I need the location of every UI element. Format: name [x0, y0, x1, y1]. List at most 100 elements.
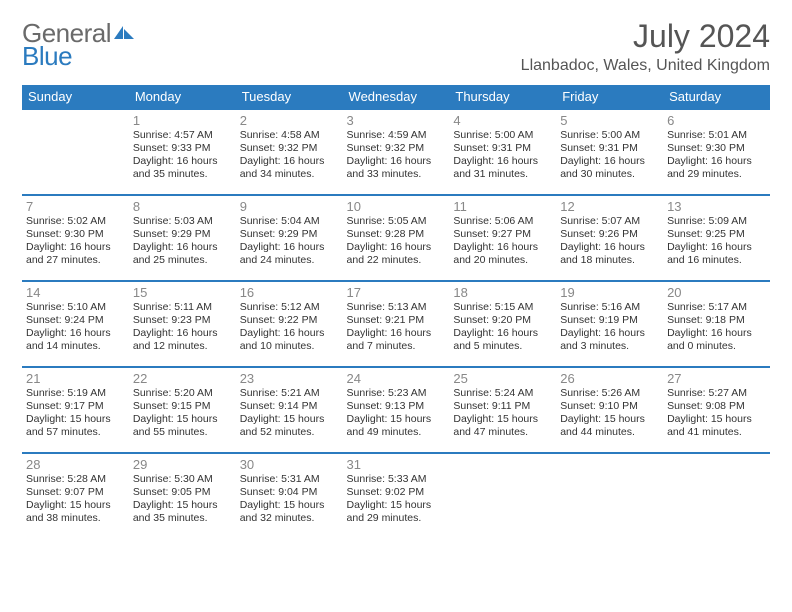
- day-d2: and 29 minutes.: [347, 512, 446, 525]
- day-d1: Daylight: 15 hours: [560, 413, 659, 426]
- day-d1: Daylight: 16 hours: [133, 155, 232, 168]
- day-sr: Sunrise: 5:09 AM: [667, 215, 766, 228]
- day-ss: Sunset: 9:30 PM: [26, 228, 125, 241]
- day-d1: Daylight: 16 hours: [26, 241, 125, 254]
- day-cell: 7Sunrise: 5:02 AMSunset: 9:30 PMDaylight…: [22, 195, 129, 281]
- day-ss: Sunset: 9:29 PM: [240, 228, 339, 241]
- day-sr: Sunrise: 5:19 AM: [26, 387, 125, 400]
- day-ss: Sunset: 9:15 PM: [133, 400, 232, 413]
- day-sr: Sunrise: 5:26 AM: [560, 387, 659, 400]
- day-number: 26: [560, 371, 659, 386]
- day-ss: Sunset: 9:27 PM: [453, 228, 552, 241]
- day-sr: Sunrise: 5:05 AM: [347, 215, 446, 228]
- day-cell: 12Sunrise: 5:07 AMSunset: 9:26 PMDayligh…: [556, 195, 663, 281]
- day-cell: 3Sunrise: 4:59 AMSunset: 9:32 PMDaylight…: [343, 109, 450, 195]
- day-number: 7: [26, 199, 125, 214]
- day-sr: Sunrise: 5:24 AM: [453, 387, 552, 400]
- day-number: 12: [560, 199, 659, 214]
- day-sr: Sunrise: 5:02 AM: [26, 215, 125, 228]
- day-sr: Sunrise: 5:00 AM: [453, 129, 552, 142]
- day-d2: and 0 minutes.: [667, 340, 766, 353]
- day-cell: 9Sunrise: 5:04 AMSunset: 9:29 PMDaylight…: [236, 195, 343, 281]
- day-d2: and 3 minutes.: [560, 340, 659, 353]
- day-cell: 22Sunrise: 5:20 AMSunset: 9:15 PMDayligh…: [129, 367, 236, 453]
- day-d2: and 12 minutes.: [133, 340, 232, 353]
- day-sr: Sunrise: 5:12 AM: [240, 301, 339, 314]
- day-d1: Daylight: 16 hours: [347, 241, 446, 254]
- day-ss: Sunset: 9:07 PM: [26, 486, 125, 499]
- day-ss: Sunset: 9:26 PM: [560, 228, 659, 241]
- day-cell: 16Sunrise: 5:12 AMSunset: 9:22 PMDayligh…: [236, 281, 343, 367]
- day-sr: Sunrise: 4:58 AM: [240, 129, 339, 142]
- day-number: 31: [347, 457, 446, 472]
- day-ss: Sunset: 9:17 PM: [26, 400, 125, 413]
- day-d1: Daylight: 16 hours: [133, 327, 232, 340]
- day-number: 1: [133, 113, 232, 128]
- day-d2: and 32 minutes.: [240, 512, 339, 525]
- day-d2: and 47 minutes.: [453, 426, 552, 439]
- day-sr: Sunrise: 5:30 AM: [133, 473, 232, 486]
- page-title: July 2024: [521, 18, 770, 55]
- day-ss: Sunset: 9:19 PM: [560, 314, 659, 327]
- day-cell: [663, 453, 770, 539]
- day-number: 21: [26, 371, 125, 386]
- day-d1: Daylight: 16 hours: [560, 327, 659, 340]
- day-d1: Daylight: 16 hours: [560, 155, 659, 168]
- day-cell: 13Sunrise: 5:09 AMSunset: 9:25 PMDayligh…: [663, 195, 770, 281]
- day-d2: and 55 minutes.: [133, 426, 232, 439]
- day-number: 14: [26, 285, 125, 300]
- day-cell: 23Sunrise: 5:21 AMSunset: 9:14 PMDayligh…: [236, 367, 343, 453]
- day-d2: and 25 minutes.: [133, 254, 232, 267]
- day-number: 13: [667, 199, 766, 214]
- day-cell: 30Sunrise: 5:31 AMSunset: 9:04 PMDayligh…: [236, 453, 343, 539]
- day-sr: Sunrise: 5:31 AM: [240, 473, 339, 486]
- logo-sail-icon: [111, 29, 135, 52]
- calendar-table: Sunday Monday Tuesday Wednesday Thursday…: [22, 85, 770, 539]
- day-d2: and 34 minutes.: [240, 168, 339, 181]
- day-d2: and 29 minutes.: [667, 168, 766, 181]
- day-number: 6: [667, 113, 766, 128]
- location: Llanbadoc, Wales, United Kingdom: [521, 57, 770, 75]
- day-sr: Sunrise: 5:17 AM: [667, 301, 766, 314]
- day-sr: Sunrise: 5:10 AM: [26, 301, 125, 314]
- day-ss: Sunset: 9:14 PM: [240, 400, 339, 413]
- day-sr: Sunrise: 5:01 AM: [667, 129, 766, 142]
- day-cell: 1Sunrise: 4:57 AMSunset: 9:33 PMDaylight…: [129, 109, 236, 195]
- day-number: 29: [133, 457, 232, 472]
- day-header-row: Sunday Monday Tuesday Wednesday Thursday…: [22, 85, 770, 109]
- day-d1: Daylight: 15 hours: [133, 499, 232, 512]
- day-cell: [449, 453, 556, 539]
- dayhead-tue: Tuesday: [236, 85, 343, 109]
- day-d1: Daylight: 16 hours: [26, 327, 125, 340]
- day-cell: 11Sunrise: 5:06 AMSunset: 9:27 PMDayligh…: [449, 195, 556, 281]
- day-cell: 24Sunrise: 5:23 AMSunset: 9:13 PMDayligh…: [343, 367, 450, 453]
- day-number: 20: [667, 285, 766, 300]
- day-cell: 17Sunrise: 5:13 AMSunset: 9:21 PMDayligh…: [343, 281, 450, 367]
- day-cell: 20Sunrise: 5:17 AMSunset: 9:18 PMDayligh…: [663, 281, 770, 367]
- day-ss: Sunset: 9:32 PM: [240, 142, 339, 155]
- day-d2: and 31 minutes.: [453, 168, 552, 181]
- day-d1: Daylight: 16 hours: [240, 155, 339, 168]
- day-number: 18: [453, 285, 552, 300]
- day-cell: 4Sunrise: 5:00 AMSunset: 9:31 PMDaylight…: [449, 109, 556, 195]
- day-d1: Daylight: 15 hours: [347, 499, 446, 512]
- day-cell: 2Sunrise: 4:58 AMSunset: 9:32 PMDaylight…: [236, 109, 343, 195]
- day-sr: Sunrise: 5:16 AM: [560, 301, 659, 314]
- day-d2: and 22 minutes.: [347, 254, 446, 267]
- day-ss: Sunset: 9:22 PM: [240, 314, 339, 327]
- dayhead-wed: Wednesday: [343, 85, 450, 109]
- day-number: 23: [240, 371, 339, 386]
- day-d1: Daylight: 16 hours: [240, 241, 339, 254]
- day-ss: Sunset: 9:10 PM: [560, 400, 659, 413]
- day-d2: and 30 minutes.: [560, 168, 659, 181]
- day-ss: Sunset: 9:31 PM: [453, 142, 552, 155]
- day-ss: Sunset: 9:20 PM: [453, 314, 552, 327]
- day-number: 25: [453, 371, 552, 386]
- day-number: 2: [240, 113, 339, 128]
- day-cell: 27Sunrise: 5:27 AMSunset: 9:08 PMDayligh…: [663, 367, 770, 453]
- logo: General Blue: [22, 18, 135, 72]
- day-number: 30: [240, 457, 339, 472]
- week-row: 1Sunrise: 4:57 AMSunset: 9:33 PMDaylight…: [22, 109, 770, 195]
- day-d1: Daylight: 16 hours: [347, 327, 446, 340]
- day-sr: Sunrise: 5:21 AM: [240, 387, 339, 400]
